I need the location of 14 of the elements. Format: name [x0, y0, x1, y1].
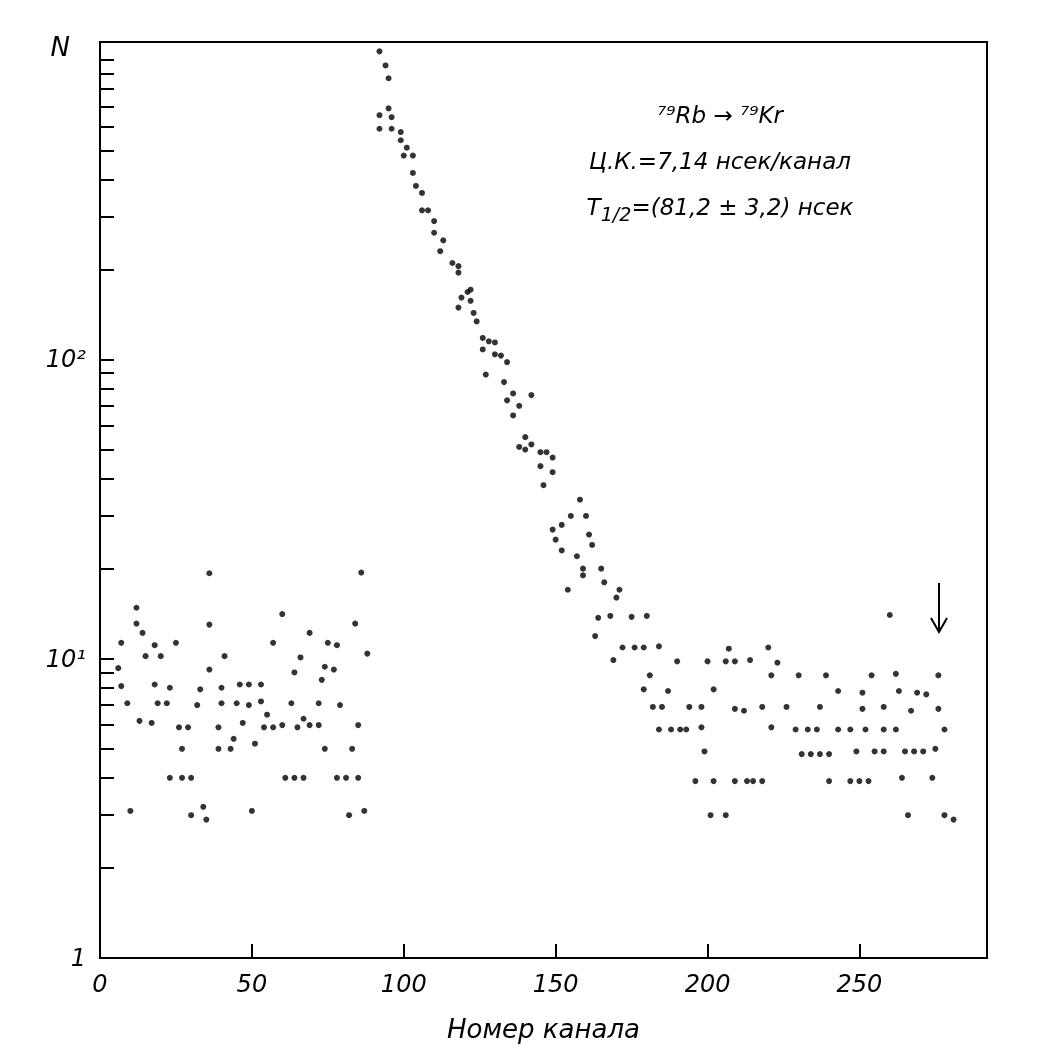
x-tick-label: 0: [92, 970, 108, 998]
annotation: T$_{1/2}$=(81,2 ± 3,2) нсек: [585, 193, 855, 228]
x-tick-label: 200: [684, 970, 731, 998]
y-tick-label: 10¹: [45, 644, 86, 673]
x-tick-label: 50: [236, 970, 268, 998]
x-tick-label: 150: [532, 970, 579, 998]
y-tick-label: 1: [70, 944, 86, 972]
y-axis-title: N: [50, 32, 70, 62]
annotation: Ц.К.=7,14 нсек/канал: [588, 147, 852, 176]
annotation: ⁷⁹Rb → ⁷⁹Kr: [656, 101, 785, 130]
y-tick-label: 10²: [45, 345, 87, 374]
x-tick-label: 250: [836, 970, 883, 998]
x-tick-label: 100: [380, 970, 427, 998]
x-axis-title: Номер канала: [447, 1014, 640, 1044]
